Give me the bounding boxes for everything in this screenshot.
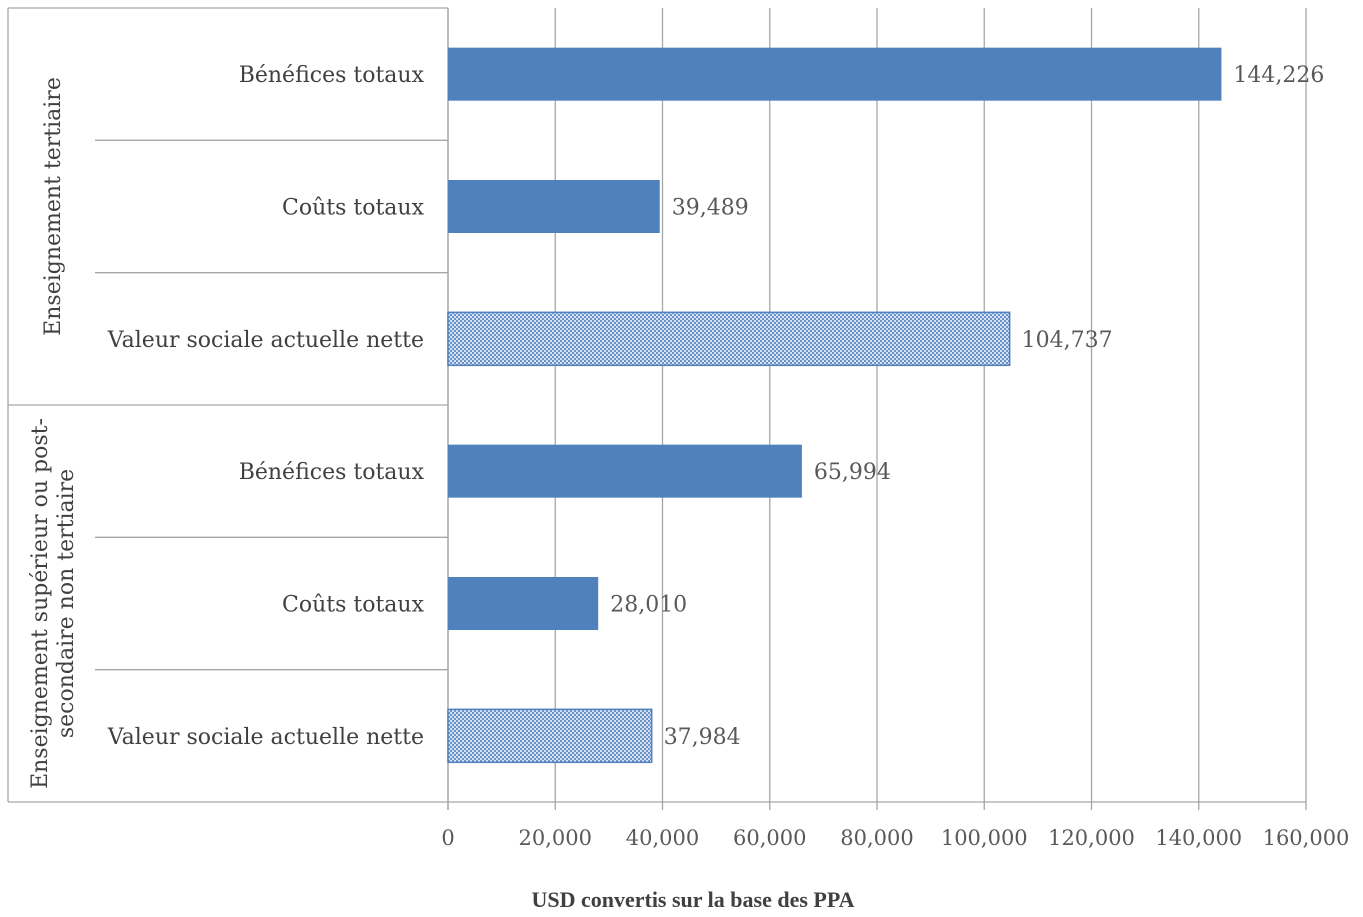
data-label: 39,489 [672,196,749,221]
bar [448,577,599,630]
data-label: 65,994 [814,460,891,485]
x-tick-label: 40,000 [626,826,699,850]
x-tick-label: 120,000 [1048,826,1135,850]
data-label: 37,984 [664,725,741,750]
bars [447,47,1222,764]
group-label: Enseignement tertiaire [41,77,66,336]
x-tick-label: 60,000 [733,826,806,850]
x-axis-title: USD convertis sur la base des PPA [531,887,854,912]
x-tick-label: 160,000 [1263,826,1350,850]
category-label: Bénéfices totaux [239,460,425,485]
bar [447,311,1011,367]
category-label: Valeur sociale actuelle nette [107,328,424,353]
category-axis-frame [7,7,449,810]
x-tick-label: 20,000 [519,826,592,850]
x-tick-label: 100,000 [941,826,1028,850]
x-tick-label: 140,000 [1155,826,1242,850]
labels: 0 20,000 40,000 60,000 80,000 100,000 120,000 1… [28,63,1349,850]
bar [448,180,660,233]
group-label: Enseignement supérieur ou post-secondair… [28,418,79,789]
x-tick-label: 0 [441,826,454,850]
x-tick-label: 80,000 [840,826,913,850]
gridlines [447,8,1307,810]
bar [448,444,802,498]
bar [447,708,653,764]
category-label: Bénéfices totaux [239,63,425,88]
category-label: Valeur sociale actuelle nette [107,725,424,750]
category-label: Coûts totaux [282,593,425,618]
category-label: Coûts totaux [282,196,425,221]
data-label: 104,737 [1022,328,1113,353]
data-label: 28,010 [610,593,687,618]
bar [448,47,1222,101]
data-label: 144,226 [1233,63,1324,88]
